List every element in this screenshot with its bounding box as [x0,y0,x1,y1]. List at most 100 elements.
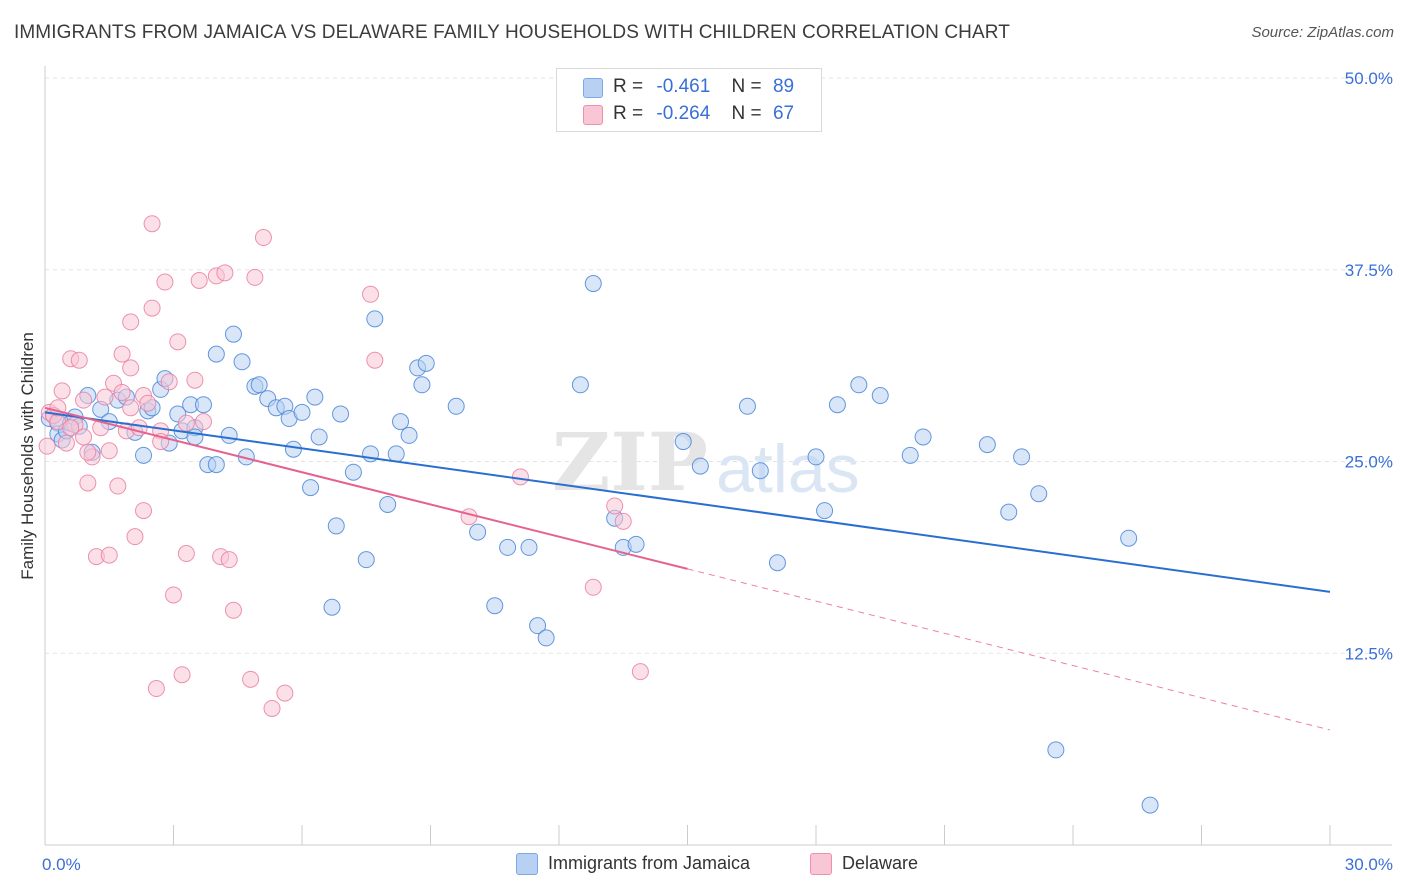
delaware-point [156,273,174,291]
delaware-point [100,442,118,460]
delaware-point [254,229,272,247]
delaware-point [122,313,140,331]
bottom-legend-label-jamaica: Immigrants from Jamaica [548,853,751,873]
delaware-point [38,437,56,455]
delaware-point [362,285,380,303]
jamaica-point [332,405,350,423]
delaware-point [511,468,529,486]
legend-swatch-jamaica [583,78,603,98]
delaware-point [246,268,264,286]
y-tick-label: 25.0% [1345,453,1393,472]
y-tick-label: 12.5% [1345,644,1393,663]
delaware-point [186,371,204,389]
legend-r-label: R = [613,103,644,124]
jamaica-point [1047,741,1065,759]
jamaica-point [828,396,846,414]
delaware-point [122,359,140,377]
delaware-point [584,578,602,596]
delaware-point [224,601,242,619]
jamaica-point [417,354,435,372]
delaware-point [135,502,153,520]
delaware-point [169,333,187,351]
jamaica-point [674,433,692,451]
delaware-point [57,434,75,452]
jamaica-trend-line [44,411,1331,593]
legend-n-value: 67 [772,103,795,124]
delaware-point [96,388,114,406]
delaware-point [177,414,195,432]
jamaica-point [901,446,919,464]
chart-title: IMMIGRANTS FROM JAMAICA VS DELAWARE FAMI… [14,22,1010,43]
delaware-point [366,351,384,369]
jamaica-point [627,535,645,553]
jamaica-point [135,446,153,464]
delaware-point [263,699,281,717]
delaware-point [143,215,161,233]
delaware-point [190,271,208,289]
delaware-point [113,383,131,401]
jamaica-point [400,426,418,444]
delaware-point [62,419,80,437]
delaware-point [194,413,212,431]
jamaica-point [207,345,225,363]
jamaica-point [284,440,302,458]
jamaica-point [293,403,311,421]
jamaica-point [306,388,324,406]
delaware-point [126,528,144,546]
delaware-point [160,373,178,391]
delaware-point [122,399,140,417]
delaware-point [113,345,131,363]
delaware-point [220,551,238,569]
delaware-point [177,545,195,563]
jamaica-point [768,554,786,572]
jamaica-point [807,448,825,466]
jamaica-point [194,396,212,414]
jamaica-point [537,629,555,647]
jamaica-point [751,462,769,480]
delaware-point [173,666,191,684]
jamaica-point [871,387,889,405]
jamaica-point [978,436,996,454]
delaware-point [75,391,93,409]
legend-n-value: 89 [772,76,795,97]
jamaica-point [387,445,405,463]
delaware-point [70,351,88,369]
jamaica-point [486,597,504,615]
jamaica-point [1030,485,1048,503]
jamaica-point [366,310,384,328]
jamaica-point [310,428,328,446]
jamaica-point [850,376,868,394]
jamaica-point [469,523,487,541]
delaware-point [53,382,71,400]
delaware-point [109,477,127,495]
watermark-atlas: atlas [716,431,860,507]
jamaica-point [447,397,465,415]
legend-r-label: R = [613,76,644,97]
jamaica-point [357,551,375,569]
y-axis-label: Family Households with Children [18,332,37,580]
jamaica-point [413,376,431,394]
y-tick-label: 37.5% [1345,261,1393,280]
jamaica-point [250,376,268,394]
legend-swatch-delaware [583,105,603,125]
stats-legend: R = -0.461 N = 89 R = -0.264 N = 67 [556,68,822,132]
jamaica-point [392,413,410,431]
delaware-point [242,670,260,688]
jamaica-point [220,426,238,444]
delaware-point [143,299,161,317]
y-tick-label: 50.0% [1345,69,1393,88]
jamaica-point [379,495,397,513]
legend-r-value: -0.264 [656,103,711,124]
jamaica-point [1000,503,1018,521]
delaware-point [139,394,157,412]
jamaica-point [529,617,547,635]
jamaica-point [499,538,517,556]
jamaica-point [1013,448,1031,466]
jamaica-point [1141,796,1159,814]
jamaica-point [302,479,320,497]
delaware-point [460,508,478,526]
delaware-point [100,546,118,564]
jamaica-point [224,325,242,343]
jamaica-point [233,353,251,371]
legend-r-value: -0.461 [656,76,711,97]
